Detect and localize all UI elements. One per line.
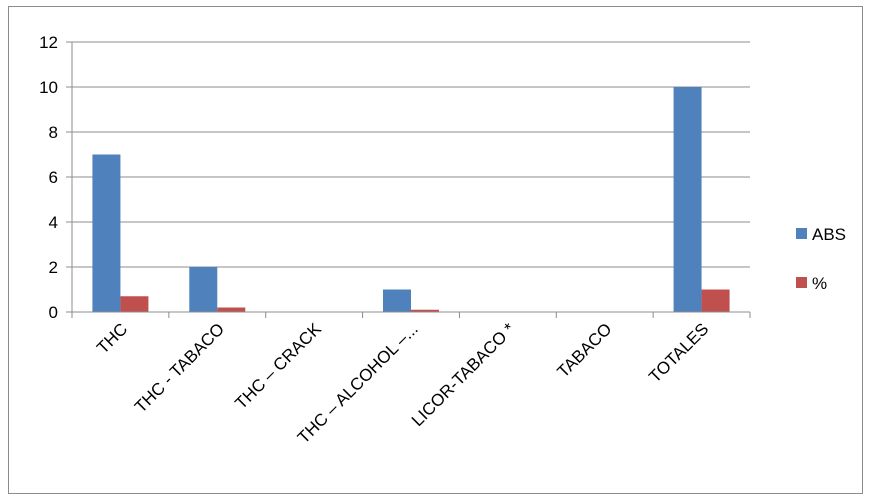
x-category-label: TABACO xyxy=(554,319,616,381)
bar-pct-1 xyxy=(217,307,246,312)
y-tick-label: 0 xyxy=(49,303,58,322)
x-category-label: LICOR-TABACO * xyxy=(408,319,519,430)
y-tick-label: 10 xyxy=(39,78,58,97)
x-category-label: THC – CRACK xyxy=(231,319,325,413)
y-axis-ticks: 0 2 4 6 8 10 12 xyxy=(39,33,72,322)
y-tick-label: 8 xyxy=(49,123,58,142)
legend: ABS% xyxy=(796,225,846,293)
bar-abs-3 xyxy=(383,289,411,312)
y-tick-label: 2 xyxy=(49,258,58,277)
x-category-label: THC xyxy=(93,319,131,357)
x-category-label: TOTALES xyxy=(645,319,712,386)
bar-abs-0 xyxy=(92,154,121,312)
x-category-label: THC - TABACO xyxy=(131,319,228,416)
bars xyxy=(92,87,730,312)
y-tick-label: 4 xyxy=(49,213,58,232)
bar-pct-6 xyxy=(701,289,730,312)
bar-pct-3 xyxy=(411,309,439,312)
x-axis xyxy=(71,42,751,318)
legend-label: ABS xyxy=(812,225,846,244)
bar-abs-6 xyxy=(673,87,702,312)
legend-swatch xyxy=(796,277,807,288)
bar-abs-1 xyxy=(189,267,218,312)
y-tick-label: 12 xyxy=(39,33,58,52)
y-tick-label: 6 xyxy=(49,168,58,187)
legend-swatch xyxy=(796,228,807,239)
legend-label: % xyxy=(812,274,827,293)
gridlines xyxy=(72,41,750,268)
bar-pct-0 xyxy=(120,296,149,312)
